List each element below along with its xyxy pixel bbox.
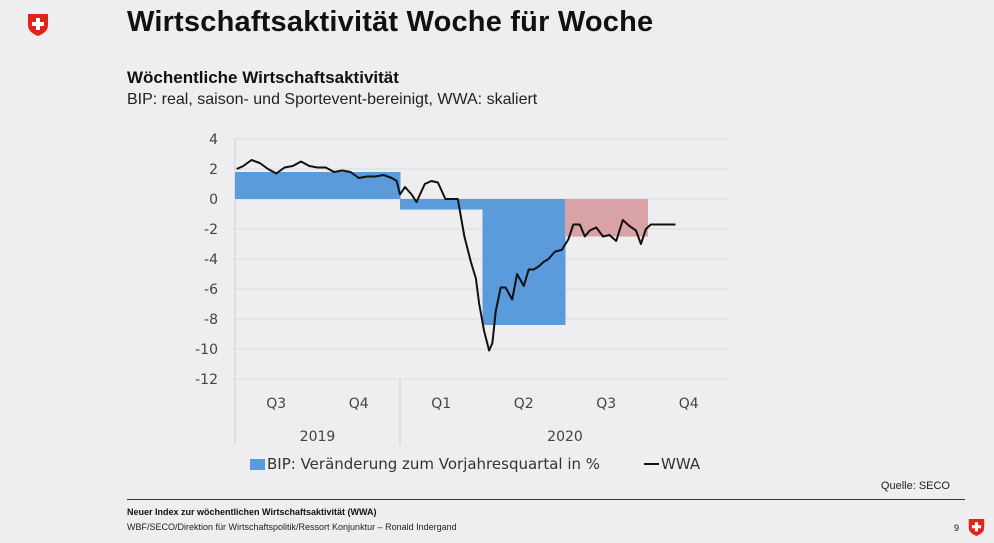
x-tick-label: Q4 — [349, 396, 369, 412]
x-tick-label: Q2 — [514, 396, 534, 412]
y-tick-label: -6 — [204, 282, 218, 298]
y-tick-label: -10 — [195, 342, 218, 358]
page-number: 9 — [954, 523, 960, 533]
footer-divider — [127, 499, 965, 500]
x-year-label: 2020 — [547, 429, 583, 445]
y-tick-label: 0 — [209, 192, 218, 208]
y-tick-label: 4 — [209, 132, 218, 148]
swiss-cross-shield-icon — [28, 14, 48, 36]
wwa-line — [236, 159, 676, 352]
y-tick-label: -2 — [204, 222, 218, 238]
legend-swatch-wwa — [644, 463, 660, 465]
bip-bar — [400, 199, 483, 210]
chart-description: BIP: real, saison- und Sportevent-berein… — [127, 91, 538, 108]
source-note: Quelle: SECO — [880, 480, 950, 492]
page-title: Wirtschaftsaktivität Woche für Woche — [127, 6, 654, 38]
bip-bar — [235, 172, 318, 199]
bip-bar — [482, 199, 566, 325]
x-tick-label: Q4 — [679, 396, 699, 412]
y-tick-label: -12 — [195, 372, 218, 388]
chart-title: Wöchentliche Wirtschaftsaktivität — [127, 68, 399, 87]
y-tick-label: 2 — [209, 162, 218, 178]
x-year-label: 2019 — [300, 429, 336, 445]
swiss-cross-shield-icon — [968, 519, 985, 536]
y-tick-label: -4 — [204, 252, 218, 268]
legend-swatch-bip — [250, 458, 265, 470]
x-tick-label: Q1 — [431, 396, 451, 412]
chart-legend: BIP: Veränderung zum Vorjahresquartal in… — [250, 455, 700, 473]
y-tick-label: -8 — [204, 312, 218, 328]
footer-author: WBF/SECO/Direktion für Wirtschaftspoliti… — [127, 522, 457, 532]
legend-label-wwa: WWA — [661, 455, 701, 473]
x-tick-label: Q3 — [596, 396, 616, 412]
footer-title: Neuer Index zur wöchentlichen Wirtschaft… — [127, 507, 377, 517]
legend-label-bip: BIP: Veränderung zum Vorjahresquartal in… — [267, 455, 601, 473]
x-tick-label: Q3 — [266, 396, 286, 412]
